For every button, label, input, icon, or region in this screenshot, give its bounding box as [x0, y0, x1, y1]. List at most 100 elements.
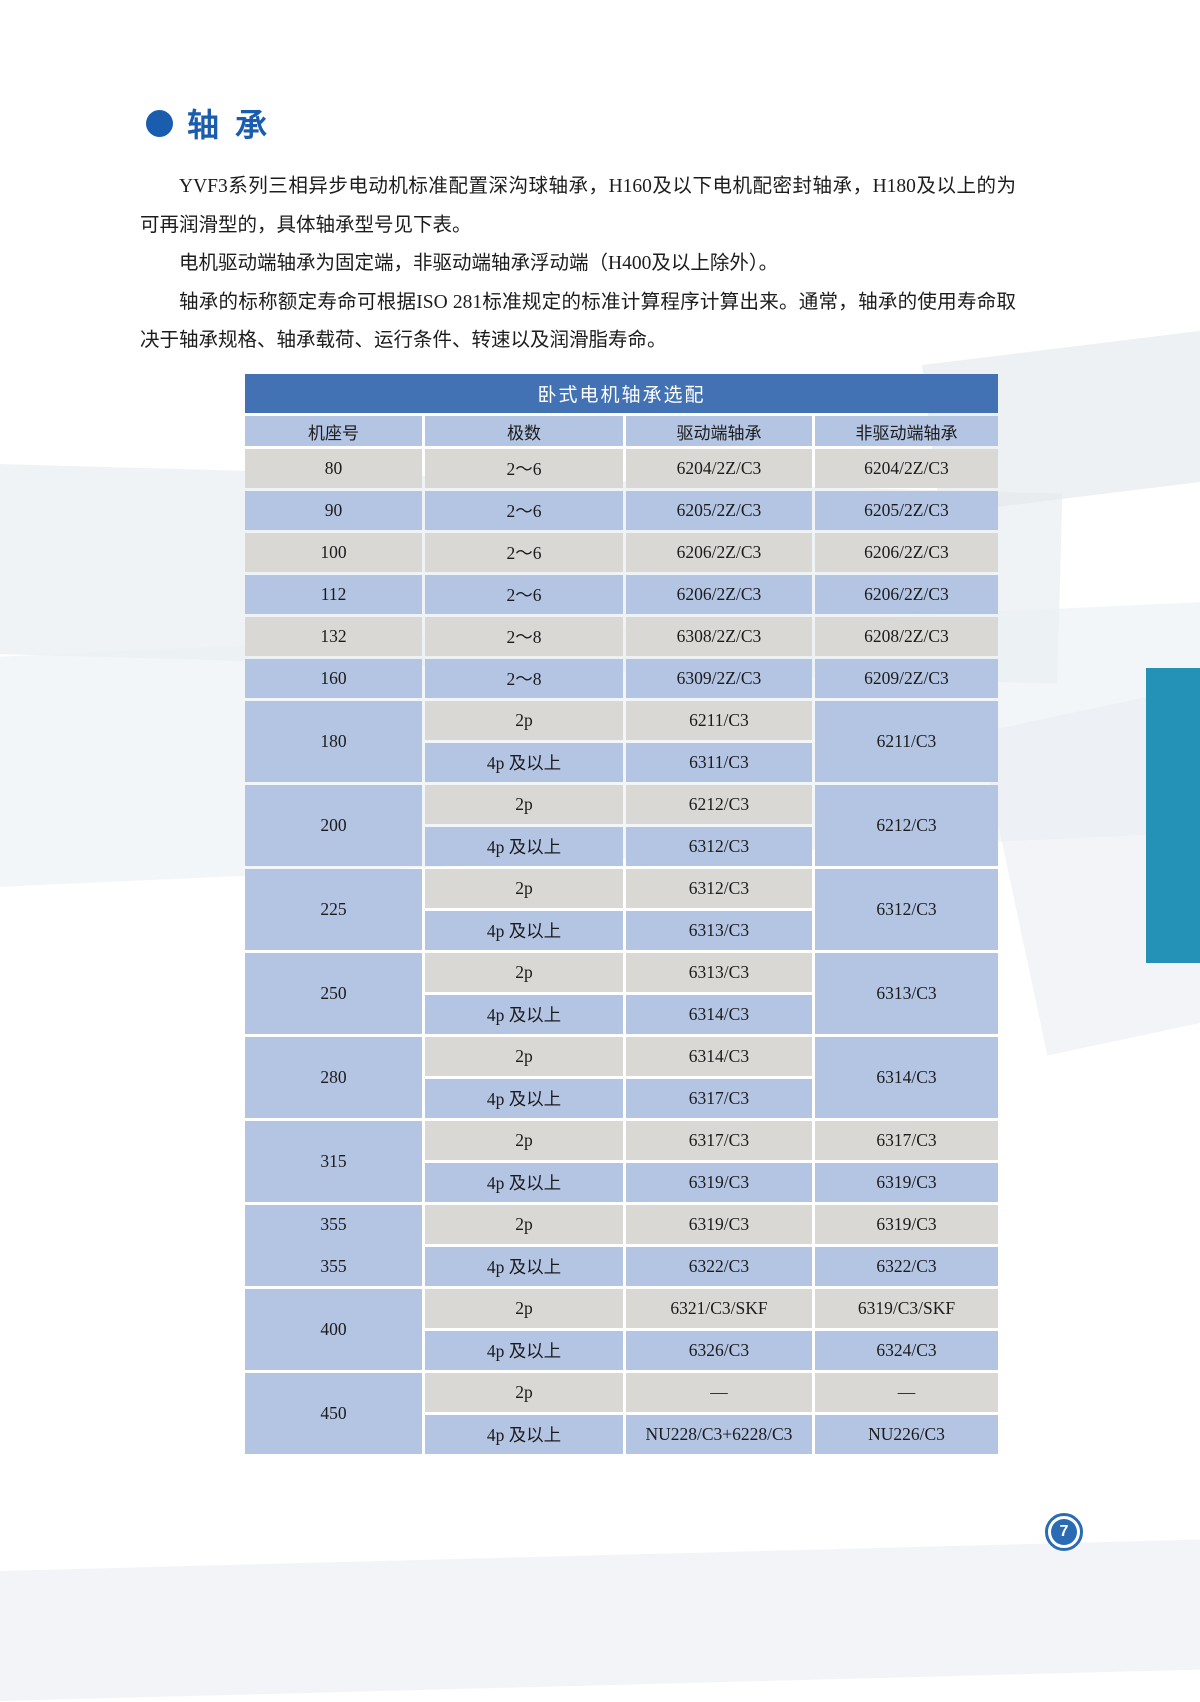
frame-cell: 160 — [245, 659, 423, 698]
nde-bearing-cell: 6211/C3 — [814, 701, 998, 782]
frame-cell: 225 — [245, 869, 423, 950]
table-row: 80 2～6 6204/2Z/C3 6204/2Z/C3 — [245, 449, 998, 488]
de-bearing-cell: 6204/2Z/C3 — [625, 449, 812, 488]
teal-accent-bar — [1146, 668, 1200, 963]
de-bearing-cell: 6311/C3 — [625, 743, 812, 782]
poles-cell: 2～6 — [425, 575, 623, 614]
frame-cell: 200 — [245, 785, 423, 866]
frame-cell: 315 — [245, 1121, 423, 1202]
poles-cell: 4p 及以上 — [425, 995, 623, 1034]
de-bearing-cell: 6206/2Z/C3 — [625, 575, 812, 614]
de-bearing-cell: 6206/2Z/C3 — [625, 533, 812, 572]
de-bearing-cell: 6211/C3 — [625, 701, 812, 740]
page-title-text: 轴 承 — [187, 107, 272, 143]
nde-bearing-cell: 6319/C3 — [814, 1205, 998, 1244]
de-bearing-cell: 6322/C3 — [625, 1247, 812, 1286]
de-bearing-cell: 6313/C3 — [625, 953, 812, 992]
poles-cell: 2p — [425, 1037, 623, 1076]
table-row: 225 2p 6312/C3 6312/C3 — [245, 869, 998, 950]
table-row: 355 355 2p 6319/C3 6319/C3 — [245, 1205, 998, 1286]
nde-bearing-cell: — — [814, 1373, 998, 1412]
frame-cell: 80 — [245, 449, 423, 488]
table-title-row: 卧式电机轴承选配 — [245, 374, 998, 413]
table-row: 4p 及以上 6313/C3 — [245, 911, 998, 950]
poles-cell: 2～8 — [425, 617, 623, 656]
de-bearing-cell: 6326/C3 — [625, 1331, 812, 1370]
bullet-icon — [146, 109, 173, 137]
nde-bearing-cell: 6322/C3 — [814, 1247, 998, 1286]
table-row: 315 2p 6317/C3 6317/C3 — [245, 1121, 998, 1202]
de-bearing-cell: 6317/C3 — [625, 1121, 812, 1160]
frame-cell: 450 — [245, 1373, 423, 1454]
column-header-poles: 极数 — [425, 416, 623, 446]
de-bearing-cell: 6309/2Z/C3 — [625, 659, 812, 698]
poles-cell: 2～6 — [425, 533, 623, 572]
background-swoosh — [0, 1538, 1200, 1702]
frame-cell: 400 — [245, 1289, 423, 1370]
poles-cell: 4p 及以上 — [425, 1079, 623, 1118]
de-bearing-cell: NU228/C3+6228/C3 — [625, 1415, 812, 1454]
table-row: 400 2p 6321/C3/SKF 6319/C3/SKF — [245, 1289, 998, 1370]
table-row: 4p 及以上 6322/C3 6322/C3 — [245, 1247, 998, 1286]
table-row: 200 2p 6212/C3 6212/C3 — [245, 785, 998, 866]
paragraph: 电机驱动端轴承为固定端，非驱动端轴承浮动端（H400及以上除外）。 — [179, 253, 779, 275]
poles-cell: 2～6 — [425, 449, 623, 488]
page-content: 轴 承 YVF3系列三相异步电动机标准配置深沟球轴承，H160及以下电机配密封轴… — [140, 100, 1016, 361]
intro-paragraphs: YVF3系列三相异步电动机标准配置深沟球轴承，H160及以下电机配密封轴承，H1… — [140, 168, 1016, 361]
de-bearing-cell: 6312/C3 — [625, 869, 812, 908]
table-row: 160 2～8 6309/2Z/C3 6209/2Z/C3 — [245, 659, 998, 698]
de-bearing-cell: — — [625, 1373, 812, 1412]
frame-cell: 180 — [245, 701, 423, 782]
column-header-nde-bearing: 非驱动端轴承 — [814, 416, 998, 446]
nde-bearing-cell: 6208/2Z/C3 — [814, 617, 998, 656]
de-bearing-cell: 6205/2Z/C3 — [625, 491, 812, 530]
bearing-table-section: 卧式电机轴承选配 机座号 极数 驱动端轴承 非驱动端轴承 80 2～6 6204/2… — [242, 371, 1001, 1457]
table-title: 卧式电机轴承选配 — [245, 374, 998, 413]
de-bearing-cell: 6314/C3 — [625, 1037, 812, 1076]
poles-cell: 4p 及以上 — [425, 1331, 623, 1370]
column-header-frame: 机座号 — [245, 416, 423, 446]
nde-bearing-cell: 6206/2Z/C3 — [814, 575, 998, 614]
paragraph: YVF3系列三相异步电动机标准配置深沟球轴承，H160及以下电机配密封轴承，H1… — [140, 176, 1016, 236]
table-row: 4p 及以上 6314/C3 — [245, 995, 998, 1034]
column-header-de-bearing: 驱动端轴承 — [625, 416, 812, 446]
nde-bearing-cell: 6204/2Z/C3 — [814, 449, 998, 488]
nde-bearing-cell: 6212/C3 — [814, 785, 998, 866]
nde-bearing-cell: NU226/C3 — [814, 1415, 998, 1454]
page-title: 轴 承 — [146, 100, 1016, 146]
table-row: 280 2p 6314/C3 6314/C3 — [245, 1037, 998, 1118]
background-swoosh — [978, 674, 1200, 1056]
poles-cell: 2p — [425, 1121, 623, 1160]
frame-cell: 112 — [245, 575, 423, 614]
poles-cell: 2p — [425, 869, 623, 908]
poles-cell: 2p — [425, 1373, 623, 1412]
nde-bearing-cell: 6313/C3 — [814, 953, 998, 1034]
table-row: 4p 及以上 6317/C3 — [245, 1079, 998, 1118]
table-row: 180 2p 6211/C3 6211/C3 — [245, 701, 998, 782]
nde-bearing-cell: 6209/2Z/C3 — [814, 659, 998, 698]
de-bearing-cell: 6317/C3 — [625, 1079, 812, 1118]
nde-bearing-cell: 6312/C3 — [814, 869, 998, 950]
de-bearing-cell: 6313/C3 — [625, 911, 812, 950]
frame-cell: 280 — [245, 1037, 423, 1118]
poles-cell: 4p 及以上 — [425, 911, 623, 950]
poles-cell: 2p — [425, 1289, 623, 1328]
page-number-badge: 7 — [1045, 1513, 1083, 1551]
table-row: 112 2～6 6206/2Z/C3 6206/2Z/C3 — [245, 575, 998, 614]
poles-cell: 2p — [425, 953, 623, 992]
table-row: 132 2～8 6308/2Z/C3 6208/2Z/C3 — [245, 617, 998, 656]
frame-cell: 355 355 — [245, 1205, 423, 1286]
poles-cell: 2p — [425, 1205, 623, 1244]
paragraph: 轴承的标称额定寿命可根据ISO 281标准规定的标准计算程序计算出来。通常，轴承… — [140, 291, 1016, 352]
poles-cell: 2p — [425, 785, 623, 824]
de-bearing-cell: 6212/C3 — [625, 785, 812, 824]
frame-cell: 90 — [245, 491, 423, 530]
de-bearing-cell: 6314/C3 — [625, 995, 812, 1034]
poles-cell: 4p 及以上 — [425, 1247, 623, 1286]
table-row: 90 2～6 6205/2Z/C3 6205/2Z/C3 — [245, 491, 998, 530]
table-row: 100 2～6 6206/2Z/C3 6206/2Z/C3 — [245, 533, 998, 572]
poles-cell: 2～6 — [425, 491, 623, 530]
page-number: 7 — [1051, 1519, 1077, 1545]
poles-cell: 2～8 — [425, 659, 623, 698]
poles-cell: 4p 及以上 — [425, 1163, 623, 1202]
